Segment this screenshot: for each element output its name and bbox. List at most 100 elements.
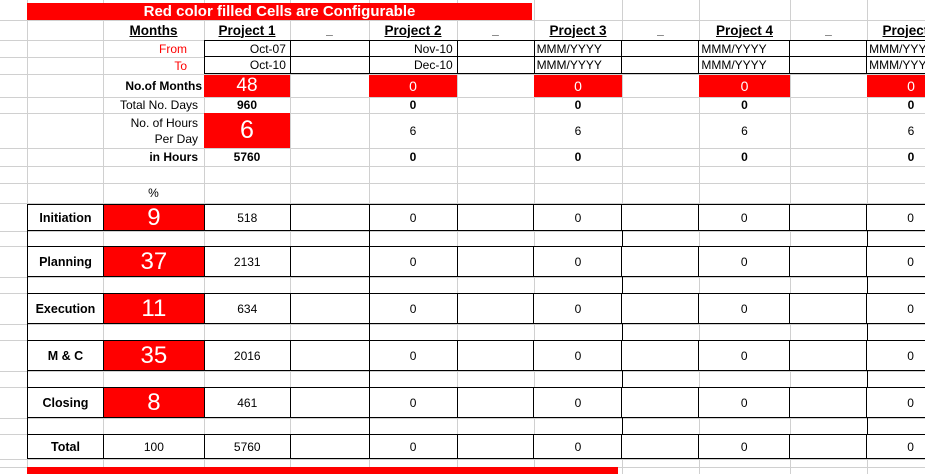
empty-cell xyxy=(622,435,700,458)
to-date-cell[interactable]: MMM/YYYY xyxy=(534,57,623,73)
empty-cell xyxy=(457,148,534,166)
to-date-cell[interactable]: MMM/YYYY xyxy=(867,57,925,73)
hours-per-day-label-line1: No. of Hours xyxy=(130,115,198,130)
project-3-header: Project 3 xyxy=(549,22,607,38)
no-of-months-config-cell[interactable]: 0 xyxy=(369,75,457,97)
in-hours-value: 0 xyxy=(574,150,582,164)
empty-cell xyxy=(622,41,700,57)
phase-value: 0 xyxy=(867,247,925,276)
total-value: 0 xyxy=(867,435,925,458)
empty-cell xyxy=(622,247,700,276)
empty-cell xyxy=(458,205,535,230)
empty-cell xyxy=(458,435,535,458)
empty-cell xyxy=(457,113,534,148)
phase-percent-config-cell[interactable]: 37 xyxy=(103,247,205,276)
total-value: 0 xyxy=(699,435,791,458)
total-label: Total xyxy=(28,435,104,458)
project-1-header: Project 1 xyxy=(218,22,276,38)
phase-percent-config-cell[interactable]: 9 xyxy=(103,204,205,231)
empty-cell xyxy=(290,41,370,57)
grid-spacer xyxy=(0,148,27,166)
total-days-value: 0 xyxy=(907,98,915,112)
in-hours-value: 5760 xyxy=(233,150,261,164)
empty-cell xyxy=(622,205,700,230)
phase-value: 0 xyxy=(370,205,458,230)
total-row: Total 100 5760 0 0 0 0 xyxy=(27,434,925,459)
no-of-months-config-cell[interactable]: 48 xyxy=(204,75,290,97)
empty-cell xyxy=(290,75,369,97)
phase-value: 518 xyxy=(205,205,291,230)
no-of-months-config-cell[interactable]: 0 xyxy=(534,75,622,97)
hours-per-day-value: 6 xyxy=(574,123,582,138)
header-gap-marker: _ xyxy=(326,23,333,37)
no-of-months-config-cell[interactable]: 0 xyxy=(699,75,790,97)
grid-spacer xyxy=(0,75,27,97)
total-days-value: 0 xyxy=(574,98,582,112)
bottom-banner-partial xyxy=(27,467,618,474)
table-border-line xyxy=(369,204,370,459)
in-hours-row: in Hours 5760 0 0 0 0 xyxy=(0,148,925,166)
grid-spacer xyxy=(27,148,103,166)
grid-spacer xyxy=(27,20,103,40)
grid-spacer xyxy=(27,113,103,148)
empty-cell xyxy=(622,341,700,370)
from-date-cell[interactable]: Nov-10 xyxy=(369,41,458,57)
phase-percent-config-cell[interactable]: 8 xyxy=(103,388,205,417)
empty-cell xyxy=(790,205,868,230)
no-of-months-label: No.of Months xyxy=(125,79,202,93)
empty-cell xyxy=(457,97,534,113)
from-label: From xyxy=(159,41,187,56)
to-date-cell[interactable]: Dec-10 xyxy=(369,57,458,73)
empty-cell xyxy=(790,435,868,458)
phase-row-planning: Planning 37 2131 0 0 0 0 xyxy=(27,246,925,277)
hours-per-day-config-cell[interactable]: 6 xyxy=(204,113,290,148)
empty-cell xyxy=(291,388,370,417)
months-header: Months xyxy=(129,22,178,38)
empty-cell xyxy=(622,148,699,166)
empty-cell xyxy=(622,113,699,148)
phase-value: 0 xyxy=(699,388,791,417)
empty-cell xyxy=(290,113,369,148)
phase-value: 0 xyxy=(699,247,791,276)
in-hours-value: 0 xyxy=(907,150,915,164)
phase-percent-config-cell[interactable]: 11 xyxy=(103,294,205,323)
phase-value: 461 xyxy=(205,388,291,417)
from-date-cell[interactable]: MMM/YYYY xyxy=(699,41,791,57)
grid-spacer xyxy=(27,75,103,97)
hours-per-day-row: No. of Hours Per Day 6 6 6 6 6 xyxy=(0,113,925,148)
project-5-header: Project 5 xyxy=(882,22,925,38)
table-border-line xyxy=(622,204,623,459)
empty-cell xyxy=(458,341,535,370)
from-date-cell[interactable]: Oct-07 xyxy=(205,41,291,57)
to-date-cell[interactable]: MMM/YYYY xyxy=(699,57,791,73)
empty-cell xyxy=(790,294,868,323)
date-range-table: Oct-07 Nov-10 MMM/YYYY MMM/YYYY MMM/YYYY… xyxy=(204,40,925,74)
no-of-months-config-cell[interactable]: 0 xyxy=(867,75,925,97)
phase-value: 0 xyxy=(534,294,623,323)
from-date-cell[interactable]: MMM/YYYY xyxy=(867,41,925,57)
empty-cell xyxy=(622,294,700,323)
phase-label: Execution xyxy=(28,294,104,323)
phase-percent-config-cell[interactable]: 35 xyxy=(103,341,205,370)
in-hours-value: 0 xyxy=(409,150,417,164)
phase-value: 0 xyxy=(699,341,791,370)
empty-cell xyxy=(291,205,370,230)
header-gap-marker: _ xyxy=(492,23,499,37)
phase-value: 2131 xyxy=(205,247,291,276)
phase-row-initiation: Initiation 9 518 0 0 0 0 xyxy=(27,204,925,231)
phase-label: M & C xyxy=(28,341,104,370)
empty-cell xyxy=(790,113,867,148)
to-date-cell[interactable]: Oct-10 xyxy=(205,57,291,73)
phase-value: 0 xyxy=(370,388,458,417)
no-of-months-row: No.of Months 48 0 0 0 0 xyxy=(0,75,925,97)
phase-value: 0 xyxy=(370,341,458,370)
project-4-header: Project 4 xyxy=(715,22,774,38)
empty-cell xyxy=(291,247,370,276)
in-hours-value: 0 xyxy=(741,150,748,164)
hours-per-day-value: 6 xyxy=(409,123,417,138)
empty-cell xyxy=(790,97,867,113)
total-value: 0 xyxy=(370,435,458,458)
header-gap-marker: _ xyxy=(657,23,664,37)
from-date-cell[interactable]: MMM/YYYY xyxy=(534,41,623,57)
